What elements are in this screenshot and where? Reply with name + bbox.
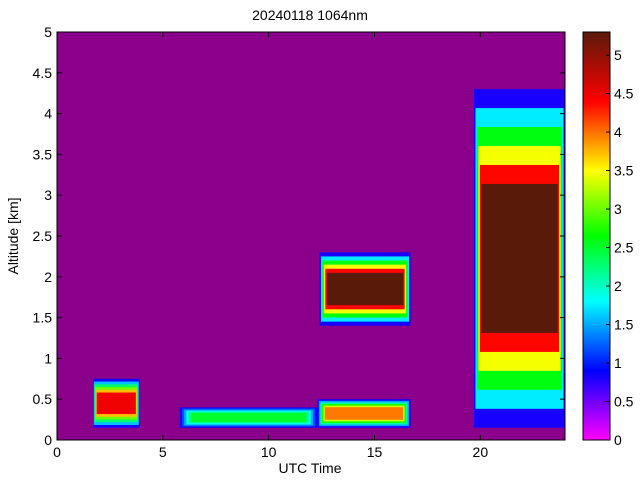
- heat-cell: [326, 272, 404, 306]
- y-tick-label: 0: [44, 432, 52, 448]
- colorbar-tick-label: 4: [614, 124, 622, 140]
- colorbar-tick-label: 0.5: [614, 394, 634, 410]
- x-tick-label: 20: [473, 444, 489, 460]
- x-tick-label: 10: [261, 444, 277, 460]
- x-tick-label: 0: [53, 444, 61, 460]
- x-axis-label: UTC Time: [279, 460, 342, 476]
- heat-cell: [96, 392, 136, 415]
- y-tick-label: 5: [44, 24, 52, 40]
- x-tick-label: 15: [367, 444, 383, 460]
- colorbar: 0 0.5 1 1.5 2 2.5 3 3.5 4 4.5 5: [582, 31, 634, 448]
- colorbar-tick-label: 3.5: [614, 163, 634, 179]
- chart-title: 20240118 1064nm: [252, 7, 368, 23]
- colorbar-tick-label: 4.5: [614, 86, 634, 102]
- colorbar-tick-label: 2.5: [614, 240, 634, 256]
- plot-area: [56, 31, 566, 441]
- heat-cell: [190, 413, 307, 423]
- feature-low-layer-early: [92, 378, 140, 428]
- y-tick-label: 4: [44, 106, 52, 122]
- x-tick-label: 5: [159, 444, 167, 460]
- y-tick-label: 1: [44, 350, 52, 366]
- x-axis: 0 5 10 15 20: [53, 32, 488, 460]
- feature-boundary-layer-afternoon: [317, 399, 411, 428]
- colorbar-tick-label: 5: [614, 47, 622, 63]
- y-tick-label: 1.5: [33, 310, 53, 326]
- colorbar-gradient: [582, 31, 611, 441]
- y-axis-label: Altitude [km]: [5, 197, 21, 274]
- colorbar-tick-label: 0: [614, 432, 622, 448]
- y-tick-label: 4.5: [33, 65, 53, 81]
- colorbar-tick-label: 1.5: [614, 317, 634, 333]
- y-tick-label: 3.5: [33, 146, 53, 162]
- colorbar-ticks: 0 0.5 1 1.5 2 2.5 3 3.5 4 4.5 5: [606, 47, 634, 448]
- y-tick-label: 0.5: [33, 391, 53, 407]
- heat-cell: [481, 183, 558, 333]
- y-tick-label: 2.5: [33, 228, 53, 244]
- colorbar-tick-label: 2: [614, 278, 622, 294]
- feature-aerosol-layer-2: [473, 89, 565, 428]
- y-axis: 0 0.5 1 1.5 2 2.5 3 3.5 4 4.5 5: [33, 24, 565, 448]
- heatmap-features: [92, 89, 565, 428]
- colorbar-tick-label: 1: [614, 355, 622, 371]
- heat-cell: [324, 407, 404, 420]
- feature-surface-layer: [179, 407, 318, 428]
- y-tick-label: 2: [44, 269, 52, 285]
- y-tick-label: 3: [44, 187, 52, 203]
- colorbar-tick-label: 3: [614, 201, 622, 217]
- feature-aerosol-layer-1: [319, 252, 411, 326]
